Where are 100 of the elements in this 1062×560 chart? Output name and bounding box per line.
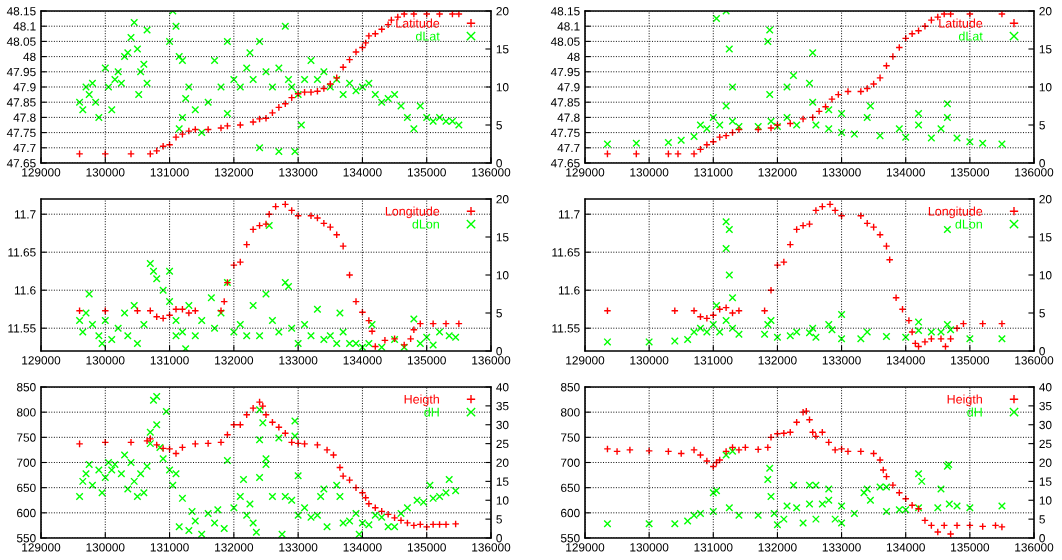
x-tick-label: 129000 [22,356,61,365]
point [191,439,200,448]
point [811,515,820,524]
point [625,445,634,454]
y-tick-label: 47.7 [557,143,580,153]
y-tick-label: 48.05 [550,37,580,46]
point [632,139,641,148]
point [879,466,888,475]
y-tick-label: 700 [17,458,36,467]
point [760,330,769,339]
point [664,149,673,158]
point [754,445,763,454]
y-tick-label: 47.95 [550,67,580,77]
point [709,507,718,516]
point [409,521,418,530]
point [249,404,258,413]
y-tick-label: 48 [23,52,36,61]
y2-tick-label: 0 [496,159,502,168]
point [307,211,315,220]
point [914,469,923,478]
point [217,438,225,447]
point [664,138,673,147]
x-tick-label: 130000 [86,543,125,552]
point [603,444,612,453]
point [953,521,961,530]
point [313,214,322,222]
point [702,457,711,465]
point [824,496,833,505]
x-tick-label: 136000 [472,543,511,552]
x-tick-label: 134000 [886,543,925,552]
point [767,117,775,126]
y2-tick-label: 0 [496,347,502,356]
legend-label: dLon [412,219,439,229]
y2-tick-label: 40 [1039,383,1052,392]
x-tick-label: 134000 [343,356,382,365]
point [448,11,457,18]
point [323,445,332,454]
point [824,484,833,493]
x-tick-label: 134000 [886,356,925,365]
y-tick-label: 47.9 [557,83,580,92]
point [728,324,737,333]
x-tick-label: 130000 [630,168,669,177]
legend-label: Latitude [939,18,983,28]
point [390,513,399,522]
point [274,423,283,432]
x-tick-label: 133000 [279,356,318,365]
point [876,456,885,464]
y-tick-label: 47.85 [550,98,580,107]
x-tick-label: 135000 [407,356,446,365]
y2-tick-label: 0 [1039,347,1045,356]
x-tick-label: 132000 [758,356,797,365]
point [690,149,698,158]
x-tick-label: 131000 [150,168,189,177]
point [725,225,734,234]
point [946,530,955,538]
point [722,102,731,110]
legend-label: Longitude [928,206,983,219]
point [789,481,798,490]
point [268,108,277,117]
point [946,11,955,18]
x-tick-label: 131000 [694,356,733,365]
point [943,225,952,234]
point [767,316,775,325]
y2-tick-label: 15 [1039,233,1052,242]
point [683,517,692,525]
point [339,472,348,481]
point [837,334,846,343]
y2-tick-label: 30 [1039,420,1052,430]
point [997,140,1006,148]
y-tick-label: 48 [567,52,580,61]
point [146,434,155,443]
y2-tick-label: 10 [496,83,509,92]
y2-tick-label: 15 [1039,45,1052,54]
point [75,149,84,158]
y2-tick-label: 5 [1039,121,1045,130]
point [204,439,213,448]
point [805,220,814,229]
legend-label: dLat [958,31,983,41]
point [799,114,808,123]
point [866,102,875,110]
point [908,328,917,336]
point [808,324,817,333]
y-tick-label: 11.6 [14,286,36,295]
point [702,124,711,133]
x-tick-label: 134000 [886,168,925,177]
point [837,501,846,510]
point [442,319,450,328]
legend-label: Heigth [947,394,982,407]
point [850,130,859,139]
point [725,271,734,279]
x-tick-label: 132000 [215,168,254,177]
point [345,271,354,279]
point [696,121,705,129]
point [888,481,897,490]
y-tick-label: 47.75 [6,128,36,137]
point [645,519,654,528]
point [127,149,135,158]
point [783,501,792,510]
point [827,95,836,104]
point [837,128,846,137]
